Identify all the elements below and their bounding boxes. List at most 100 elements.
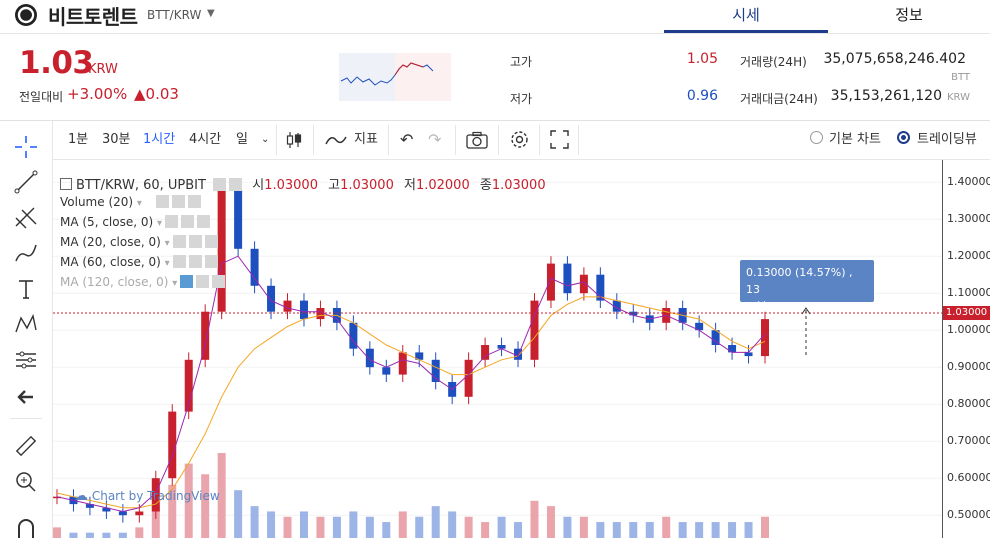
- candle: [316, 308, 325, 320]
- gear-icon[interactable]: [181, 215, 195, 228]
- indicator-button[interactable]: 지표: [354, 132, 378, 147]
- volume-bar: [349, 511, 358, 538]
- volume-bar: [514, 522, 523, 538]
- chevron-down-icon[interactable]: ▼: [207, 8, 215, 19]
- ma5-line: [56, 255, 766, 513]
- collapse-icon[interactable]: [60, 178, 72, 190]
- toolbar-separator: [313, 125, 314, 155]
- interval-1h[interactable]: 1시간: [143, 132, 176, 147]
- study-ma20[interactable]: MA (20, close, 0) ▾: [60, 235, 218, 249]
- candle: [299, 300, 308, 320]
- text-tool-icon[interactable]: [12, 275, 40, 303]
- low-value: 0.96: [686, 88, 718, 104]
- interval-4h[interactable]: 4시간: [189, 132, 222, 147]
- tab-info[interactable]: 정보: [895, 6, 923, 24]
- undo-icon[interactable]: ↶: [400, 130, 414, 149]
- volume-unit: BTT: [951, 72, 970, 83]
- close-icon[interactable]: [187, 195, 201, 208]
- eye-icon[interactable]: [165, 215, 179, 228]
- candle: [349, 322, 358, 349]
- eye-icon[interactable]: [172, 235, 186, 248]
- eye-icon[interactable]: [155, 195, 169, 208]
- measure-tool-icon[interactable]: [12, 346, 40, 374]
- volume-bar: [102, 532, 111, 538]
- volume-bar: [85, 532, 94, 538]
- page-header: 비트토렌트 BTT/KRW ▼ 시세 정보: [0, 0, 990, 34]
- close-label: 종: [479, 178, 492, 193]
- study-label: MA (20, close, 0): [60, 235, 161, 249]
- candle: [53, 496, 61, 499]
- volume-bar: [563, 516, 572, 538]
- open-value: 1.03000: [264, 178, 318, 193]
- volume-bar: [415, 516, 424, 538]
- close-icon[interactable]: [197, 215, 211, 228]
- volume-bar: [217, 453, 226, 538]
- candle: [102, 507, 111, 512]
- candle-style-icon[interactable]: [284, 130, 304, 150]
- study-ma60[interactable]: MA (60, close, 0) ▾: [60, 255, 218, 269]
- fib-tool-icon[interactable]: [12, 204, 40, 232]
- change-amount: ▲0.03: [134, 85, 179, 103]
- high-label: 고: [328, 178, 341, 193]
- arrow-left-icon[interactable]: [12, 383, 40, 411]
- crosshair-icon[interactable]: [12, 133, 40, 161]
- radio-basic-chart[interactable]: [810, 131, 823, 144]
- gear-icon[interactable]: [188, 235, 202, 248]
- camera-icon[interactable]: [466, 131, 488, 149]
- volume-label: 거래량(24H): [740, 55, 807, 69]
- low-label: 저: [404, 178, 416, 193]
- gear-icon[interactable]: [229, 178, 243, 191]
- candle: [579, 274, 588, 294]
- eye-icon[interactable]: [213, 178, 227, 191]
- volume-bar: [579, 516, 588, 538]
- radio-tradingview[interactable]: [897, 131, 910, 144]
- redo-icon[interactable]: ↷: [428, 130, 442, 149]
- gear-icon[interactable]: [171, 195, 185, 208]
- amount-unit: KRW: [947, 92, 970, 103]
- trend-line-icon[interactable]: [12, 168, 40, 196]
- study-ma5[interactable]: MA (5, close, 0) ▾: [60, 215, 211, 229]
- gear-icon[interactable]: [196, 275, 210, 288]
- study-volume[interactable]: Volume (20) ▾: [60, 195, 201, 209]
- brush-icon[interactable]: [12, 239, 40, 267]
- candle: [234, 189, 243, 249]
- magnet-icon[interactable]: [12, 514, 40, 542]
- study-ma120[interactable]: MA (120, close, 0) ▾: [60, 275, 226, 289]
- volume-bar: [530, 500, 539, 538]
- eye-icon[interactable]: [172, 255, 186, 268]
- indicator-icon[interactable]: [325, 132, 347, 148]
- ruler-icon[interactable]: [12, 432, 40, 460]
- current-price: 1.03: [19, 45, 94, 81]
- high-label: 고가: [510, 55, 533, 69]
- cloud-icon: ☁: [74, 488, 88, 504]
- basic-chart-label[interactable]: 기본 차트: [829, 132, 881, 147]
- interval-30m[interactable]: 30분: [102, 132, 131, 147]
- zoom-in-icon[interactable]: [12, 468, 40, 496]
- candle: [563, 263, 572, 294]
- volume-bar: [53, 527, 61, 538]
- toolbar-separator: [498, 125, 499, 155]
- high-value: 1.03000: [340, 178, 394, 193]
- axis-tick-label: 1.40000: [947, 175, 990, 189]
- gear-icon[interactable]: [509, 129, 530, 150]
- study-label: MA (120, close, 0): [60, 275, 169, 289]
- close-icon[interactable]: [204, 235, 218, 248]
- amount-label: 거래대금(24H): [740, 92, 818, 106]
- fullscreen-icon[interactable]: [550, 130, 569, 149]
- eye-icon[interactable]: [180, 275, 194, 288]
- study-label: MA (5, close, 0): [60, 215, 154, 229]
- price-axis[interactable]: 1.40000 1.30000 1.20000 1.10000 1.00000 0.900…: [942, 160, 990, 538]
- chevron-down-icon[interactable]: ⌄: [261, 134, 270, 145]
- tradingview-watermark[interactable]: ☁ Chart by TradingView: [74, 488, 220, 504]
- tab-price[interactable]: 시세: [664, 0, 828, 33]
- close-icon[interactable]: [204, 255, 218, 268]
- pattern-tool-icon[interactable]: [12, 310, 40, 338]
- gear-icon[interactable]: [188, 255, 202, 268]
- candle: [497, 345, 506, 349]
- close-icon[interactable]: [212, 275, 226, 288]
- interval-1m[interactable]: 1분: [68, 132, 89, 147]
- interval-day[interactable]: 일: [236, 132, 248, 147]
- candle: [135, 511, 144, 516]
- current-price-tag: 1.03000: [943, 306, 990, 320]
- tradingview-label[interactable]: 트레이딩뷰: [917, 132, 977, 147]
